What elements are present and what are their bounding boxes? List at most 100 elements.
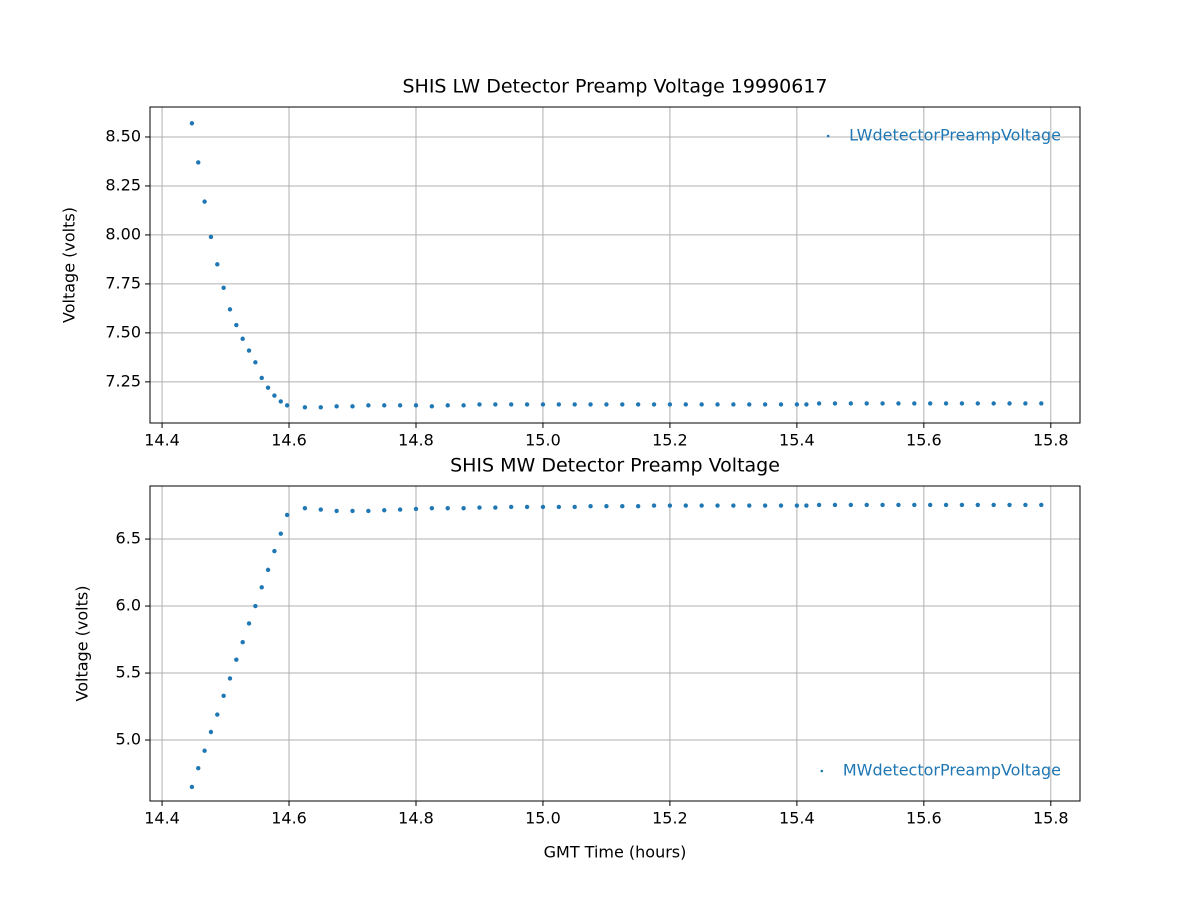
y-axis-label: Voltage (volts) [73,586,92,702]
x-tick-label: 15.8 [1033,431,1069,450]
y-tick-label: 8.50 [105,126,141,145]
x-tick-label: 15.2 [652,431,688,450]
data-point [848,502,854,508]
data-point [832,401,838,406]
data-point [794,503,800,508]
data-point [246,348,252,353]
data-point [959,401,965,406]
data-point [896,401,901,406]
data-point [880,502,885,508]
data-point [1007,502,1012,508]
data-point [302,405,308,410]
x-axis-label: GMT Time (hours) [544,843,687,862]
data-point [683,503,688,508]
x-tick-label: 14.8 [398,431,434,450]
data-point [715,503,720,508]
data-point [461,506,466,511]
data-point [816,502,822,508]
data-point [762,402,768,407]
data-point [804,503,809,508]
data-point [1039,502,1044,508]
data-point [832,502,838,508]
y-axis-label: Voltage (volts) [60,207,79,323]
x-tick-label: 14.4 [144,431,180,450]
data-point [189,121,195,126]
data-point [1039,401,1044,406]
data-point [240,640,245,645]
data-point [572,402,577,407]
points [189,121,1044,410]
x-tick-label: 15.2 [652,809,688,828]
data-point [912,502,917,508]
data-point [234,322,239,328]
data-point [896,502,901,508]
data-point [202,199,207,204]
y-tick-label: 8.00 [105,224,141,243]
legend-marker [826,134,830,138]
data-point [234,657,239,662]
data-point [699,402,704,407]
data-point [284,512,290,518]
data-point [413,506,419,512]
x-tick-label: 15.6 [906,809,942,828]
data-point [202,748,207,753]
data-point [215,712,220,717]
data-point [699,503,704,508]
data-point [864,401,869,406]
data-point [683,402,688,407]
plot-frame [149,106,1081,424]
data-point [350,508,355,514]
data-point [572,504,577,510]
data-point [959,502,965,508]
y-tick-label: 5.0 [116,730,141,749]
data-point [259,585,264,590]
data-point [240,336,245,341]
data-point [227,307,233,312]
data-point [524,504,530,510]
data-point [477,505,482,510]
data-point [731,503,736,508]
x-tick-label: 15.8 [1033,809,1069,828]
chart-title: SHIS MW Detector Preamp Voltage [450,455,780,477]
y-tick-label: 8.25 [105,175,141,194]
y-tick-label: 7.50 [105,322,141,341]
data-point [588,402,593,407]
data-point [445,403,450,408]
data-point [651,402,657,407]
data-point [318,405,323,410]
data-point [540,402,546,407]
data-point [927,502,933,508]
data-point [246,621,252,626]
data-point [429,506,435,511]
data-point [880,401,885,406]
data-point [943,502,949,508]
data-point [334,404,339,409]
data-point [382,508,387,513]
data-point [604,504,609,509]
data-point [366,508,371,514]
x-tick-label: 14.6 [271,809,307,828]
data-point [975,401,980,406]
data-point [221,693,226,699]
data-point [366,403,371,408]
data-point [196,765,201,771]
data-point [524,402,530,407]
data-point [1023,401,1028,406]
data-point [196,160,201,165]
chart-title: SHIS LW Detector Preamp Voltage 19990617 [402,76,827,98]
data-point [334,508,339,514]
data-point [635,402,641,407]
data-point [253,603,258,609]
x-tick-label: 15.4 [779,431,815,450]
data-point [715,402,720,407]
data-point [278,399,283,404]
data-point [265,567,271,573]
data-point [215,262,220,267]
x-tick-label: 14.4 [144,809,180,828]
data-point [620,402,625,407]
data-point [927,401,933,406]
data-point [816,401,822,406]
y-tick-label: 6.0 [116,596,141,615]
x-tick-label: 15.6 [906,431,942,450]
